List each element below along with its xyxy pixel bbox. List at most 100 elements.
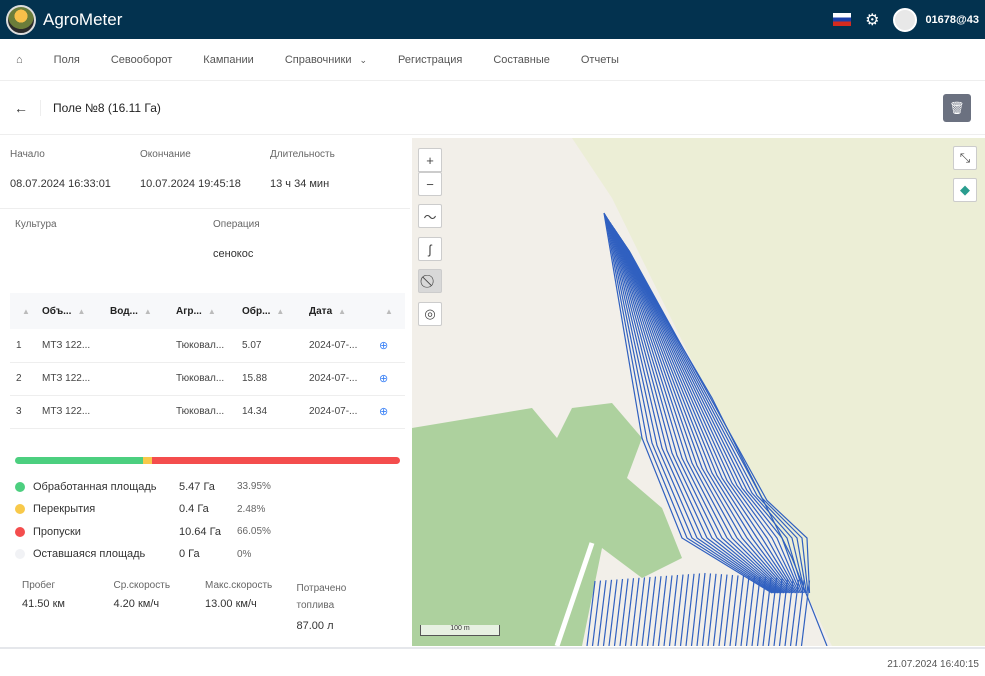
nav-reports[interactable]: Отчеты [580,53,619,66]
user-name: 01678@43 [925,13,979,26]
logo[interactable] [6,4,36,35]
fuel-value: 87.00 л [296,619,334,632]
sort-icon[interactable]: ▲ [143,306,152,316]
track-path [657,575,668,646]
table-cell: 2024-07-... [309,329,379,363]
overlap-icon[interactable]: ◎ [418,302,442,326]
collapse-icon[interactable]: ⤡ [953,146,977,170]
track-path [611,224,785,594]
col-implement[interactable]: Агр... [176,305,202,317]
track-path [597,580,607,646]
map-scale: 100 m [420,625,500,636]
table-cell: 5.07 [242,329,309,363]
user-menu[interactable]: 01678@43 [893,7,979,32]
track-path [614,229,789,594]
sort-icon[interactable]: ▲ [276,306,285,316]
track-path [652,576,662,646]
nav-fields[interactable]: Поля [53,53,80,66]
track-path [690,573,701,646]
col-object[interactable]: Объ... [42,305,72,317]
map-canvas[interactable] [412,138,985,646]
track-path [603,212,828,646]
area-legend: Обработанная площадь 5.47 Га 33.95% Перекры… [15,476,395,566]
gear-icon[interactable]: ⚙ [865,11,880,29]
track-path [610,223,783,594]
track-path [608,579,618,646]
map[interactable]: + − 〜 ʃ ⃠ ◎ ⤡ ◆ 100 m [412,138,985,646]
trip-stats: Пробег 41.50 км Ср.скорость 4.20 км/ч Макс… [0,566,410,646]
table-row[interactable]: 1 МТЗ 122... Тюковал... 5.07 2024-07-... ⊕ [10,329,405,363]
sort-icon[interactable]: ▲ [207,306,216,316]
table-row[interactable]: 2 МТЗ 122... Тюковал... 15.88 2024-07-... ⊕ [10,362,405,396]
footer-timestamp: 21.07.2024 16:40:15 [887,659,979,670]
sort-icon[interactable]: ▲ [22,306,30,316]
nav-registration[interactable]: Регистрация [398,53,463,66]
table-row[interactable]: 3 МТЗ 122... Тюковал... 14.34 2024-07-... ⊕ [10,395,405,429]
page-header: ← Поле №8 (16.11 Га) 🗑 [0,81,985,135]
legend-label: Перекрытия [33,503,96,516]
crop-label: Культура [15,219,57,230]
legend-dot-icon [15,504,25,515]
zoom-out-button[interactable]: − [418,172,442,196]
back-arrow-icon[interactable]: ← [14,99,41,116]
expand-row-icon[interactable]: ⊕ [379,373,389,385]
table-cell: 14.34 [242,395,309,429]
track-path [607,218,779,594]
nav-composite[interactable]: Составные [493,53,550,66]
bar-segment [151,456,400,464]
nav-crop-rotation[interactable]: Севооборот [110,53,173,66]
track-path [613,578,624,646]
block-icon[interactable]: ⃠ [418,269,442,293]
start-label: Начало [10,149,45,160]
legend-item: Обработанная площадь 5.47 Га 33.95% [15,476,395,499]
track-path [618,235,795,594]
table-cell: МТЗ 122... [42,329,110,363]
track-path [685,573,695,646]
track-path [646,576,657,646]
track-path [789,579,800,646]
table-cell: 2 [10,362,42,396]
legend-dot-icon [15,481,25,492]
expand-row-icon[interactable]: ⊕ [379,406,389,418]
track-path [718,574,728,646]
track-path [627,248,809,594]
expand-row-icon[interactable]: ⊕ [379,339,389,352]
delete-button[interactable]: 🗑 [943,93,971,122]
table-cell: 3 [10,395,42,429]
home-icon[interactable]: ⌂ [16,53,23,66]
track-path [615,230,791,594]
avg-speed-label: Ср.скорость [113,579,171,591]
table-cell [110,395,176,429]
sort-icon[interactable]: ▲ [385,306,393,316]
avatar [893,7,918,32]
sort-icon[interactable]: ▲ [77,306,86,316]
track-path [612,226,786,594]
table-cell: 2024-07-... [309,395,379,429]
col-driver[interactable]: Вод... [110,305,138,317]
area-progress-bar [15,456,400,464]
legend-percent: 66.05% [237,526,271,538]
end-label: Окончание [140,149,191,160]
sort-icon[interactable]: ▲ [338,306,347,316]
col-date[interactable]: Дата [309,305,333,317]
table-cell: 2024-07-... [309,362,379,396]
track-path [621,239,800,594]
track-path [625,245,806,594]
fingerprint-icon[interactable]: ʃ [418,237,442,261]
col-processed[interactable]: Обр... [242,305,271,317]
zoom-in-button[interactable]: + [418,148,442,172]
track-path [800,580,811,646]
nav-references[interactable]: Справочники ⌄ [285,54,367,66]
table-cell: МТЗ 122... [42,395,110,429]
operation-label: Операция [213,219,260,230]
chevron-down-icon: ⌄ [359,54,368,65]
layers-icon[interactable]: ◆ [953,178,977,202]
russian-flag-icon[interactable] [833,13,852,26]
table-cell: МТЗ 122... [42,362,110,396]
track-path [586,580,596,646]
track-line-icon[interactable]: 〜 [418,204,442,228]
mileage-label: Пробег [22,579,56,591]
legend-label: Обработанная площадь [33,480,157,493]
nav-campaigns[interactable]: Кампании [203,53,254,66]
track-path [620,238,799,594]
